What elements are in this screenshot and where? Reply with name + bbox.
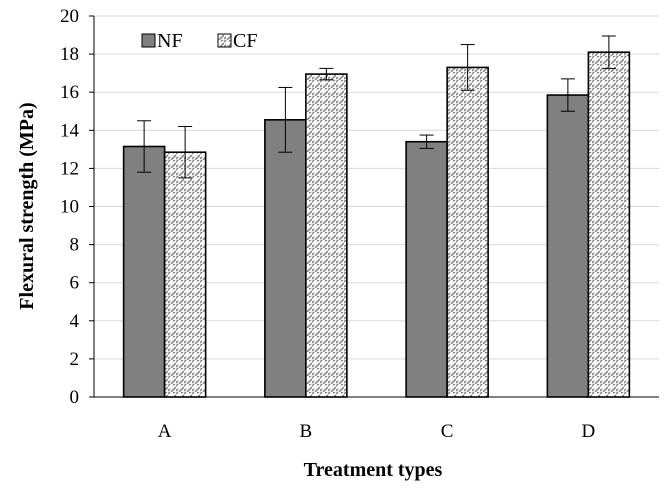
bar-nf-b — [264, 119, 307, 398]
x-tick-label: D — [582, 421, 596, 442]
legend-swatch-cf — [217, 33, 232, 48]
y-tick-label: 18 — [60, 44, 79, 65]
y-tick-label: 4 — [70, 311, 80, 332]
x-tick-label: A — [158, 421, 172, 442]
bar-nf-c — [405, 140, 448, 398]
legend: NF CF — [141, 30, 257, 52]
bar-nf-d — [546, 94, 590, 398]
error-bars — [137, 35, 616, 179]
y-tick-label: 8 — [70, 235, 80, 256]
bar-cf-c — [446, 66, 489, 398]
y-tick-label: 16 — [60, 82, 79, 103]
legend-swatch-nf — [141, 33, 156, 48]
x-tick-label: B — [300, 421, 313, 442]
bar-cf-b — [305, 73, 348, 398]
legend-label-cf: CF — [233, 30, 257, 52]
bar-cf-a — [163, 151, 207, 398]
y-tick-label: 0 — [70, 387, 80, 408]
x-axis-title: Treatment types — [304, 459, 443, 481]
legend-label-nf: NF — [157, 30, 183, 52]
y-tick-label: 12 — [60, 158, 79, 179]
y-tick-label: 20 — [60, 6, 79, 27]
axes — [89, 15, 659, 398]
x-tick-label: C — [441, 421, 454, 442]
y-tick-label: 10 — [60, 197, 79, 218]
y-tick-label: 6 — [70, 273, 80, 294]
bar-cf-d — [587, 51, 631, 398]
y-tick-label: 2 — [70, 349, 80, 370]
bar-nf-a — [122, 145, 166, 398]
y-axis-title: Flexural strength (MPa) — [16, 102, 38, 309]
y-tick-label: 14 — [60, 120, 80, 141]
bars — [122, 51, 631, 398]
tick-labels: 0 2 4 6 8 10 12 14 16 18 20 A B C D — [60, 6, 595, 442]
